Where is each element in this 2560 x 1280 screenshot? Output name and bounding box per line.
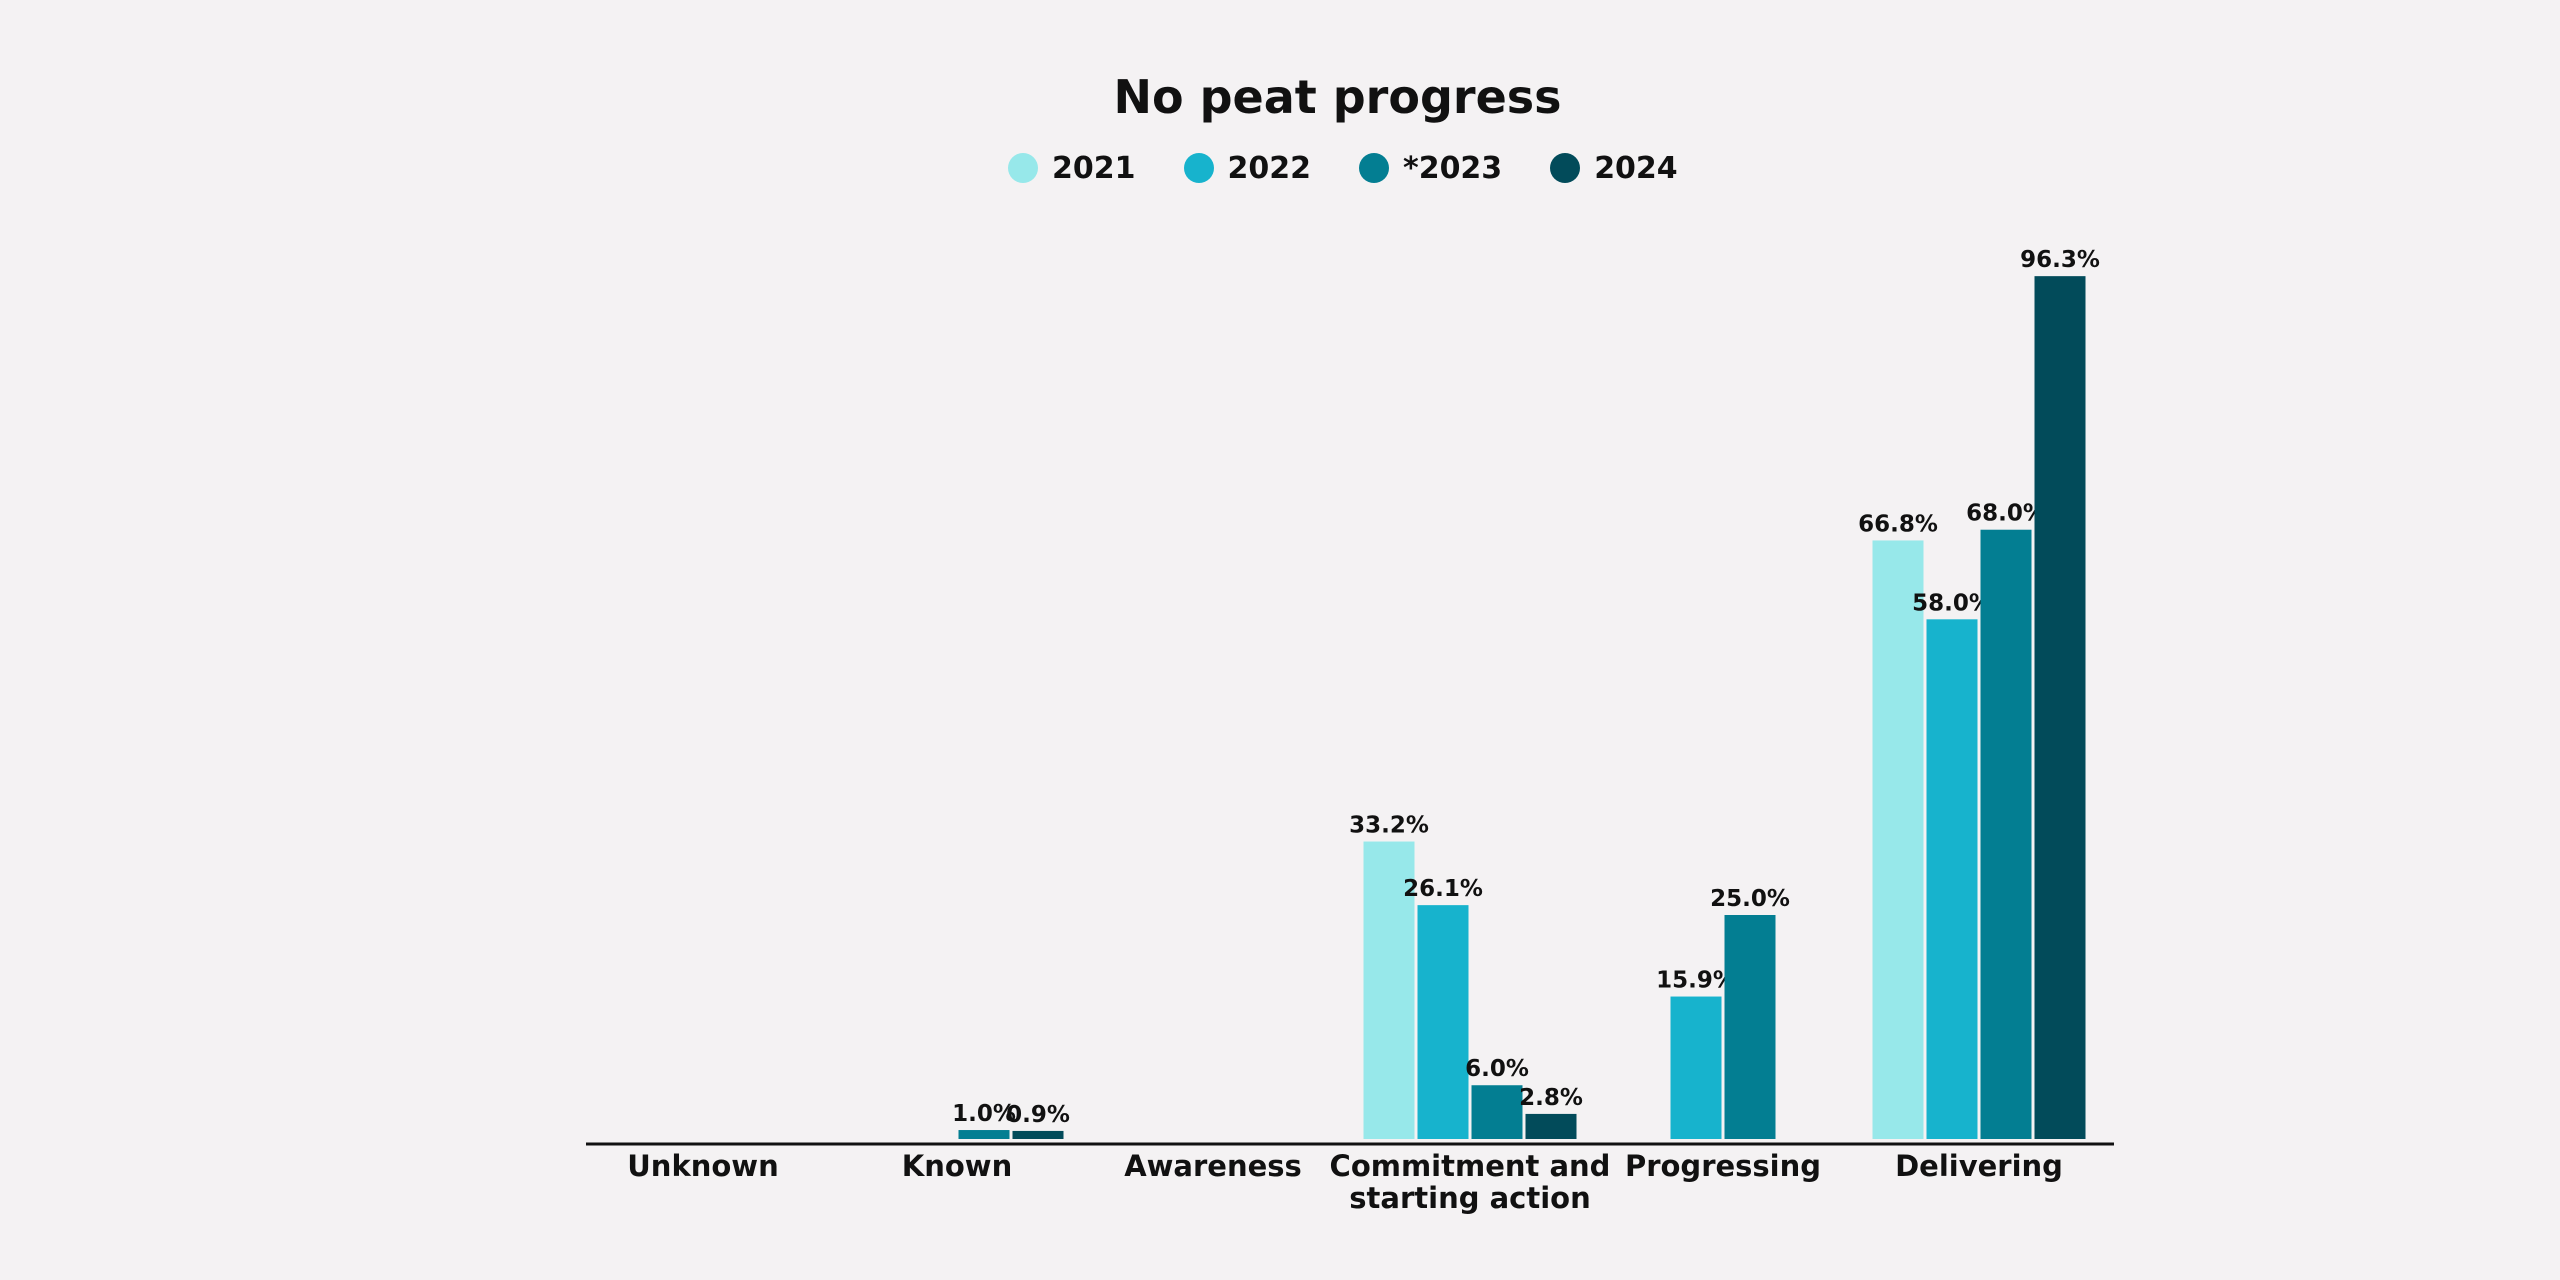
legend-swatch-2024 (1550, 153, 1581, 183)
category-label: Known (902, 1149, 1012, 1183)
legend-label-2022: 2022 (1227, 150, 1312, 186)
category-label: Awareness (1124, 1149, 1302, 1183)
data-label: 0.9% (1006, 1102, 1070, 1128)
data-label: 2.8% (1519, 1085, 1583, 1111)
category-label: Progressing (1625, 1149, 1821, 1183)
legend-item-2022: 2022 (1183, 150, 1312, 186)
bar-2024-delivering (2034, 276, 2086, 1140)
legend-item-2024: 2024 (1550, 151, 1678, 186)
legend-swatch-2021 (1008, 153, 1038, 183)
data-label: 66.8% (1858, 511, 1938, 537)
bar-2023-known (958, 1130, 1010, 1139)
legend-swatch-2023 (1359, 153, 1389, 183)
bar-2024-known (1012, 1130, 1064, 1139)
data-label: 96.3% (2020, 247, 2100, 273)
bar-2022-commitment-and-starting-action (1417, 905, 1469, 1139)
legend-swatch-2022 (1183, 153, 1214, 183)
data-label: 6.0% (1465, 1056, 1529, 1082)
bar-2021-delivering (1872, 540, 1924, 1139)
data-label: 26.1% (1403, 876, 1483, 902)
data-label: 68.0% (1966, 501, 2046, 527)
category-label: Commitment and starting action (1330, 1149, 1611, 1215)
bar-2023-commitment-and-starting-action (1471, 1085, 1523, 1139)
bar-2022-progressing (1670, 996, 1722, 1139)
legend-label-2023: *2023 (1403, 150, 1503, 186)
chart-legend: 2021 2022 *2023 2024 (1008, 148, 1726, 188)
data-label: 15.9% (1656, 968, 1736, 994)
chart-title: No peat progress (1113, 70, 1562, 124)
legend-item-2021: 2021 (1008, 151, 1136, 186)
bar-2023-progressing (1724, 915, 1776, 1139)
data-label: 25.0% (1710, 886, 1790, 912)
category-label: Delivering (1895, 1149, 2063, 1183)
data-label: 1.0% (952, 1101, 1016, 1127)
bar-2021-commitment-and-starting-action (1363, 841, 1415, 1139)
bar-2022-delivering (1926, 619, 1978, 1139)
legend-item-2023: *2023 (1359, 151, 1502, 186)
bar-2024-commitment-and-starting-action (1525, 1113, 1577, 1139)
data-label: 33.2% (1349, 813, 1429, 839)
category-label: Unknown (627, 1149, 779, 1183)
legend-label-2021: 2021 (1052, 150, 1136, 186)
bar-2023-delivering (1980, 529, 2032, 1139)
legend-label-2024: 2024 (1594, 150, 1678, 186)
data-label: 58.0% (1912, 590, 1992, 616)
